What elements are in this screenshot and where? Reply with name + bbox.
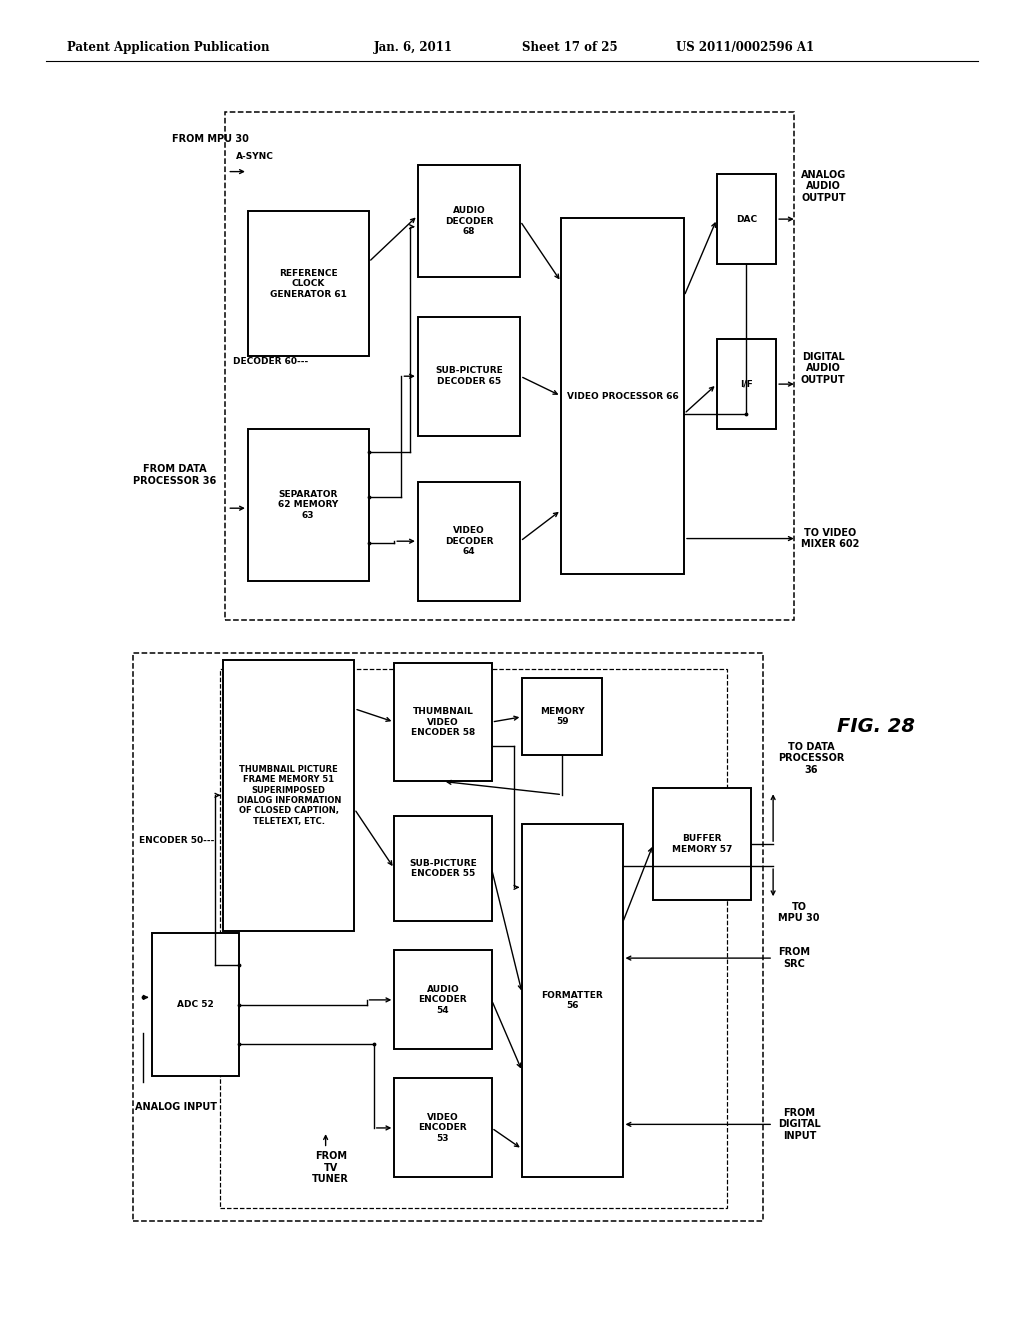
Bar <box>717 339 776 429</box>
Bar <box>394 950 492 1049</box>
Text: FORMATTER
56: FORMATTER 56 <box>542 991 603 1010</box>
Text: ENCODER 50---: ENCODER 50--- <box>139 837 215 845</box>
Text: SUB-PICTURE
DECODER 65: SUB-PICTURE DECODER 65 <box>435 367 503 385</box>
Text: SEPARATOR
62 MEMORY
63: SEPARATOR 62 MEMORY 63 <box>279 490 338 520</box>
Text: THUMBNAIL
VIDEO
ENCODER 58: THUMBNAIL VIDEO ENCODER 58 <box>411 708 475 737</box>
Text: TO VIDEO
MIXER 602: TO VIDEO MIXER 602 <box>801 528 859 549</box>
Bar <box>394 663 492 781</box>
Text: DIGITAL
AUDIO
OUTPUT: DIGITAL AUDIO OUTPUT <box>801 351 846 385</box>
Text: VIDEO
DECODER
64: VIDEO DECODER 64 <box>444 527 494 556</box>
Text: DECODER 60---: DECODER 60--- <box>233 358 308 366</box>
Bar <box>248 211 369 356</box>
Bar <box>561 218 684 574</box>
Text: TO DATA
PROCESSOR
36: TO DATA PROCESSOR 36 <box>778 742 845 775</box>
Text: Patent Application Publication: Patent Application Publication <box>67 41 269 54</box>
Bar <box>418 482 520 601</box>
Text: I/F: I/F <box>740 380 753 388</box>
Bar <box>522 824 623 1177</box>
Text: FROM
TV
TUNER: FROM TV TUNER <box>312 1151 349 1184</box>
Text: FROM DATA
PROCESSOR 36: FROM DATA PROCESSOR 36 <box>133 465 216 486</box>
Text: AUDIO
DECODER
68: AUDIO DECODER 68 <box>444 206 494 236</box>
Bar <box>653 788 751 900</box>
Text: TO
MPU 30: TO MPU 30 <box>778 902 820 923</box>
Text: Sheet 17 of 25: Sheet 17 of 25 <box>522 41 617 54</box>
Bar <box>248 429 369 581</box>
Text: ADC 52: ADC 52 <box>177 1001 213 1008</box>
Bar <box>223 660 354 931</box>
Text: FROM
SRC: FROM SRC <box>778 948 810 969</box>
Text: VIDEO PROCESSOR 66: VIDEO PROCESSOR 66 <box>566 392 679 400</box>
Bar <box>522 678 602 755</box>
Text: REFERENCE
CLOCK
GENERATOR 61: REFERENCE CLOCK GENERATOR 61 <box>269 269 347 298</box>
Text: DAC: DAC <box>736 215 757 223</box>
Bar <box>152 933 239 1076</box>
Bar <box>220 669 727 1208</box>
Bar <box>418 165 520 277</box>
Text: US 2011/0002596 A1: US 2011/0002596 A1 <box>676 41 814 54</box>
Bar <box>394 1078 492 1177</box>
Text: A-SYNC: A-SYNC <box>236 152 273 161</box>
Text: ANALOG
AUDIO
OUTPUT: ANALOG AUDIO OUTPUT <box>801 169 846 203</box>
Text: FROM MPU 30: FROM MPU 30 <box>172 133 249 144</box>
Bar <box>394 816 492 921</box>
Bar <box>133 653 763 1221</box>
Bar <box>225 112 794 620</box>
Bar <box>717 174 776 264</box>
Text: MEMORY
59: MEMORY 59 <box>540 708 585 726</box>
Text: Jan. 6, 2011: Jan. 6, 2011 <box>374 41 453 54</box>
Text: FROM
DIGITAL
INPUT: FROM DIGITAL INPUT <box>778 1107 821 1140</box>
Text: AUDIO
ENCODER
54: AUDIO ENCODER 54 <box>419 985 467 1015</box>
Text: FIG. 28: FIG. 28 <box>837 717 914 735</box>
Bar <box>418 317 520 436</box>
Text: BUFFER
MEMORY 57: BUFFER MEMORY 57 <box>672 834 732 854</box>
Text: SUB-PICTURE
ENCODER 55: SUB-PICTURE ENCODER 55 <box>409 859 477 878</box>
Text: THUMBNAIL PICTURE
FRAME MEMORY 51
SUPERIMPOSED
DIALOG INFORMATION
OF CLOSED CAPT: THUMBNAIL PICTURE FRAME MEMORY 51 SUPERI… <box>237 764 341 826</box>
Text: ANALOG INPUT: ANALOG INPUT <box>135 1102 217 1113</box>
Text: VIDEO
ENCODER
53: VIDEO ENCODER 53 <box>419 1113 467 1143</box>
